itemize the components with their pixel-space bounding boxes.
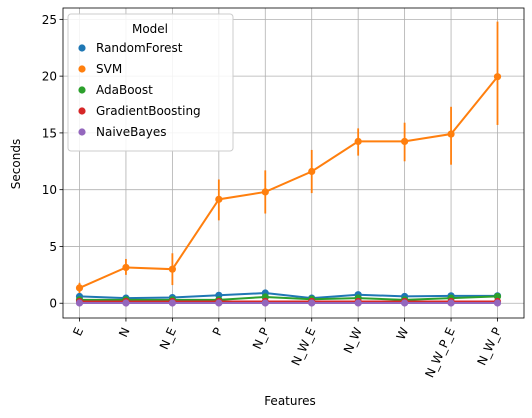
legend-marker <box>78 65 86 73</box>
data-point <box>493 73 502 81</box>
data-point <box>75 299 84 307</box>
legend-title: Model <box>132 22 168 36</box>
y-tick-label: 20 <box>42 70 57 84</box>
data-point <box>308 167 316 176</box>
legend-box <box>67 13 234 152</box>
legend-marker <box>78 86 86 94</box>
legend-label: NaiveBayes <box>96 125 166 139</box>
series-line <box>79 292 498 300</box>
x-tick-label: W <box>394 325 412 342</box>
data-point <box>447 130 455 138</box>
data-point <box>354 137 362 146</box>
data-point <box>401 299 409 307</box>
legend-label: AdaBoost <box>96 83 153 97</box>
data-point <box>401 137 409 146</box>
series-line <box>79 76 499 289</box>
x-axis-label: Features <box>264 394 316 408</box>
data-point <box>168 299 176 307</box>
legend-marker <box>78 128 86 136</box>
data-point <box>215 195 223 203</box>
data-point <box>75 284 84 292</box>
legend-marker <box>78 44 86 52</box>
series-SVM <box>75 21 502 294</box>
plot-frame <box>62 7 525 319</box>
data-point <box>493 299 502 307</box>
y-axis: 0 5 10 15 20 25 <box>42 13 63 311</box>
legend-label: GradientBoosting <box>96 104 201 118</box>
data-point <box>447 299 455 307</box>
y-tick-label: 15 <box>42 126 57 140</box>
data-point <box>215 299 223 307</box>
series-line <box>79 295 498 301</box>
series-layer <box>75 21 502 307</box>
legend-label: SVM <box>96 62 122 76</box>
y-tick-label: 5 <box>49 240 57 254</box>
data-point <box>261 188 269 196</box>
data-point <box>493 292 502 301</box>
data-point <box>122 299 130 307</box>
y-tick-label: 0 <box>49 297 57 311</box>
legend-marker <box>78 107 86 115</box>
legend: Model RandomForest SVM AdaBoost GradientBoo… <box>67 13 234 152</box>
data-point <box>122 263 130 272</box>
data-point <box>354 299 362 307</box>
data-point <box>308 299 316 307</box>
series-NaiveBayes <box>75 299 502 307</box>
y-axis-label: Seconds <box>9 139 23 189</box>
legend-label: RandomForest <box>96 41 183 55</box>
y-tick-label: 10 <box>42 183 57 197</box>
data-point <box>261 299 269 307</box>
data-point <box>168 265 176 273</box>
y-tick-label: 25 <box>42 13 57 27</box>
